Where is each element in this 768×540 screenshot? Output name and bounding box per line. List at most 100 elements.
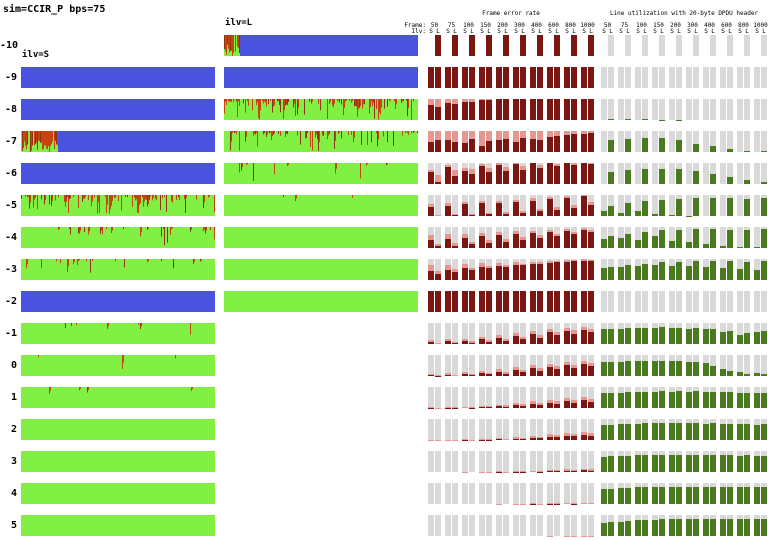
bar-fill	[737, 371, 743, 376]
bar-fill	[754, 331, 760, 344]
bar-fill	[547, 434, 553, 437]
bar-fill	[588, 163, 594, 164]
bar-fill	[744, 519, 750, 536]
fer-bar-s--5-75	[445, 195, 451, 216]
bar-fill	[537, 402, 543, 406]
bar-fill	[537, 35, 543, 56]
bar-fill	[720, 455, 726, 472]
bar-fill	[727, 487, 733, 504]
strip-segment-blue	[21, 67, 215, 88]
bar-fill	[462, 372, 468, 374]
bar-fill	[727, 519, 733, 536]
bar-fill	[537, 367, 543, 371]
bar-fill	[608, 328, 614, 344]
fer-bar-s--4-800	[564, 227, 570, 248]
fer-bar-l--6-300	[520, 163, 526, 184]
bar-fill	[452, 214, 458, 216]
util-bar-l--6-600	[727, 163, 733, 184]
strip-segment-spikes	[21, 419, 215, 440]
row-label-snr--8: -8	[4, 104, 17, 115]
bar-fill	[761, 519, 767, 536]
bar-fill	[581, 361, 587, 364]
fer-bar-s-2-75	[445, 419, 451, 440]
bar-fill	[479, 131, 485, 146]
ilv-s-label: S	[738, 28, 742, 35]
bar-fill	[452, 375, 458, 376]
util-bar-s--8-200	[669, 99, 675, 120]
bar-fill	[537, 334, 543, 338]
bar-fill	[547, 329, 553, 333]
strip-segment-blue	[240, 35, 418, 56]
bar-fill	[581, 131, 587, 134]
bar-fill	[608, 140, 614, 152]
strip-segment-blue	[21, 163, 215, 184]
bar-fill	[554, 209, 560, 216]
util-bar-l-1-100	[642, 387, 648, 408]
bar-fill	[571, 333, 577, 344]
bar-fill	[652, 455, 658, 472]
bar-fill	[530, 471, 536, 472]
bar-fill	[479, 203, 485, 216]
bar-fill	[693, 171, 699, 184]
util-bar-l-2-100	[642, 419, 648, 440]
util-bar-l-2-200	[676, 419, 682, 440]
bar-fill	[496, 203, 502, 216]
bar-fill	[469, 139, 475, 152]
bar-fill	[554, 366, 560, 370]
fer-bar-l--10-300	[520, 35, 526, 56]
fer-bar-s-2-300	[513, 419, 519, 440]
fer-bar-s--3-150	[479, 259, 485, 280]
frame-size-label: 100	[636, 22, 647, 29]
bar-fill	[469, 99, 475, 102]
bar-fill	[693, 486, 699, 504]
bar-fill	[659, 454, 665, 472]
strip-segment-green	[21, 483, 215, 504]
strip-segment-noise	[224, 35, 240, 56]
fer-bar-s--3-200	[496, 259, 502, 280]
bar-fill	[537, 67, 543, 88]
bar-fill	[652, 265, 658, 280]
util-bar-l-5-1000	[761, 515, 767, 536]
bar-fill	[469, 244, 475, 248]
fer-bar-s-0-200	[496, 355, 502, 376]
ilv-s-label: S	[429, 28, 433, 35]
bar-fill	[513, 437, 519, 439]
bar-fill	[564, 401, 570, 408]
util-bar-s--3-400	[703, 259, 709, 280]
bar-fill	[737, 392, 743, 408]
strip-ilv-s-snr-0	[21, 355, 215, 376]
bar-fill	[669, 455, 675, 472]
util-bar-l-2-800	[744, 419, 750, 440]
bar-fill	[469, 168, 475, 174]
util-bar-s-2-1000	[754, 419, 760, 440]
column-label-ilv-l: ilv=L	[225, 18, 253, 28]
bar-fill	[479, 165, 485, 184]
util-bar-l--9-800	[744, 67, 750, 88]
util-bar-s--8-600	[720, 99, 726, 120]
fer-bar-s--9-100	[462, 67, 468, 88]
util-bar-l-2-75	[625, 419, 631, 440]
fer-bar-s--6-100	[462, 163, 468, 184]
bar-fill	[445, 140, 451, 152]
bar-fill	[513, 231, 519, 235]
util-bar-s--3-100	[635, 259, 641, 280]
bar-fill	[496, 164, 502, 184]
fer-bar-l--5-800	[571, 195, 577, 216]
util-bar-s--7-300	[686, 131, 692, 152]
bar-fill	[608, 361, 614, 376]
bar-fill	[496, 130, 502, 141]
fer-bar-l--6-600	[554, 163, 560, 184]
bar-fill	[571, 367, 577, 376]
bar-fill	[625, 170, 631, 184]
util-bar-s--5-150	[652, 195, 658, 216]
util-bar-s-2-300	[686, 419, 692, 440]
bar-fill	[428, 270, 434, 280]
fer-bar-l-3-100	[469, 451, 475, 472]
fer-bar-l--6-100	[469, 163, 475, 184]
bar-fill	[727, 370, 733, 376]
frame-size-label: 400	[531, 22, 542, 29]
fer-bar-l--10-1000	[588, 35, 594, 56]
bar-fill	[520, 138, 526, 152]
bar-fill	[588, 470, 594, 472]
bar-fill	[659, 230, 665, 248]
